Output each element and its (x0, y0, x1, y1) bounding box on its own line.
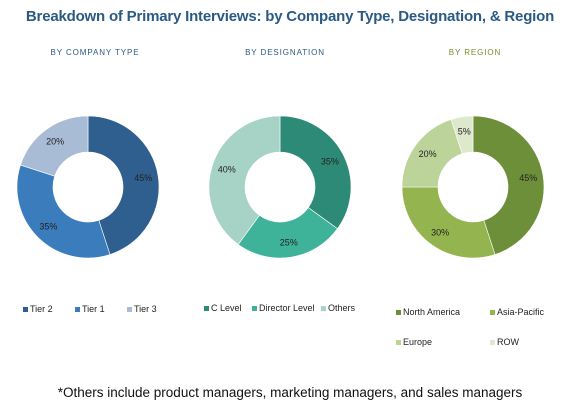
slice-asia-pacific (401, 186, 496, 259)
legend-swatch (252, 306, 257, 311)
data-label-tier-3: 20% (46, 137, 64, 147)
chart-region: BY REGION 45% 30% 20% 5% North America Asia-P… (380, 40, 570, 370)
legend-item-tier-3: Tier 3 (127, 304, 157, 314)
legend-label: Tier 3 (134, 304, 157, 314)
legend-swatch (396, 310, 401, 315)
data-label-others: 40% (218, 165, 236, 175)
legend-swatch (75, 307, 80, 312)
legend-swatch (490, 310, 495, 315)
slice-row (450, 115, 474, 155)
footnote: *Others include product managers, market… (57, 385, 523, 400)
chart-title: BY DESIGNATION (245, 48, 325, 57)
slice-north-america (472, 115, 545, 255)
data-label-asia-pacific: 30% (431, 227, 449, 237)
legend-label: Director Level (259, 303, 315, 313)
legend-item-c-level: C Level (204, 303, 242, 313)
legend-item-tier-1: Tier 1 (75, 304, 105, 314)
legend-item-tier-2: Tier 2 (23, 304, 53, 314)
donut-chart-company-type: 45% 35% 20% Tier 2 Tier 1 Tier 3 (16, 115, 160, 314)
legend-item-europe: Europe (396, 337, 432, 347)
donut-chart-designation: 35% 25% 40% C Level Director Level Others (204, 115, 356, 313)
legend-item-others: Others (321, 303, 356, 313)
page-title: Breakdown of Primary Interviews: by Comp… (25, 8, 555, 25)
legend-label: ROW (497, 337, 520, 347)
legend-item-asia-pacific: Asia-Pacific (490, 307, 545, 317)
chart-title: BY COMPANY TYPE (50, 48, 140, 57)
legend-label: Others (328, 303, 356, 313)
data-label-north-america: 45% (519, 173, 537, 183)
legend-label: C Level (211, 303, 242, 313)
legend-swatch (204, 306, 209, 311)
chart-designation: BY DESIGNATION 35% 25% 40% C Level Director … (190, 40, 380, 370)
slice-others (208, 115, 281, 245)
donut-chart-region: 45% 30% 20% 5% North America Asia-Pacific Euro… (396, 115, 545, 347)
legend-swatch (321, 306, 326, 311)
data-label-europe: 20% (419, 149, 437, 159)
legend-item-north-america: North America (396, 307, 460, 317)
legend-swatch (396, 340, 401, 345)
slice-c-level (279, 115, 352, 230)
chart-company-type: BY COMPANY TYPE 45% 35% 20% Tier 2 Tier 1 Tie… (0, 40, 190, 370)
legend-label: Tier 2 (30, 304, 53, 314)
legend-label: Tier 1 (82, 304, 105, 314)
legend-label: Asia-Pacific (497, 307, 545, 317)
data-label-row: 5% (458, 127, 471, 137)
chart-title: BY REGION (448, 48, 502, 57)
legend-swatch (127, 307, 132, 312)
data-label-director-level: 25% (280, 237, 298, 247)
legend-label: Europe (403, 337, 432, 347)
slice-tier-2 (87, 115, 160, 255)
legend-label: North America (403, 307, 460, 317)
slice-tier-3 (20, 115, 89, 177)
data-label-tier-1: 35% (39, 222, 57, 232)
legend-item-row: ROW (490, 337, 520, 347)
data-label-c-level: 35% (321, 157, 339, 167)
legend-swatch (23, 307, 28, 312)
legend-swatch (490, 340, 495, 345)
data-label-tier-2: 45% (134, 173, 152, 183)
slice-tier-1 (16, 164, 111, 259)
legend-item-director-level: Director Level (252, 303, 315, 313)
